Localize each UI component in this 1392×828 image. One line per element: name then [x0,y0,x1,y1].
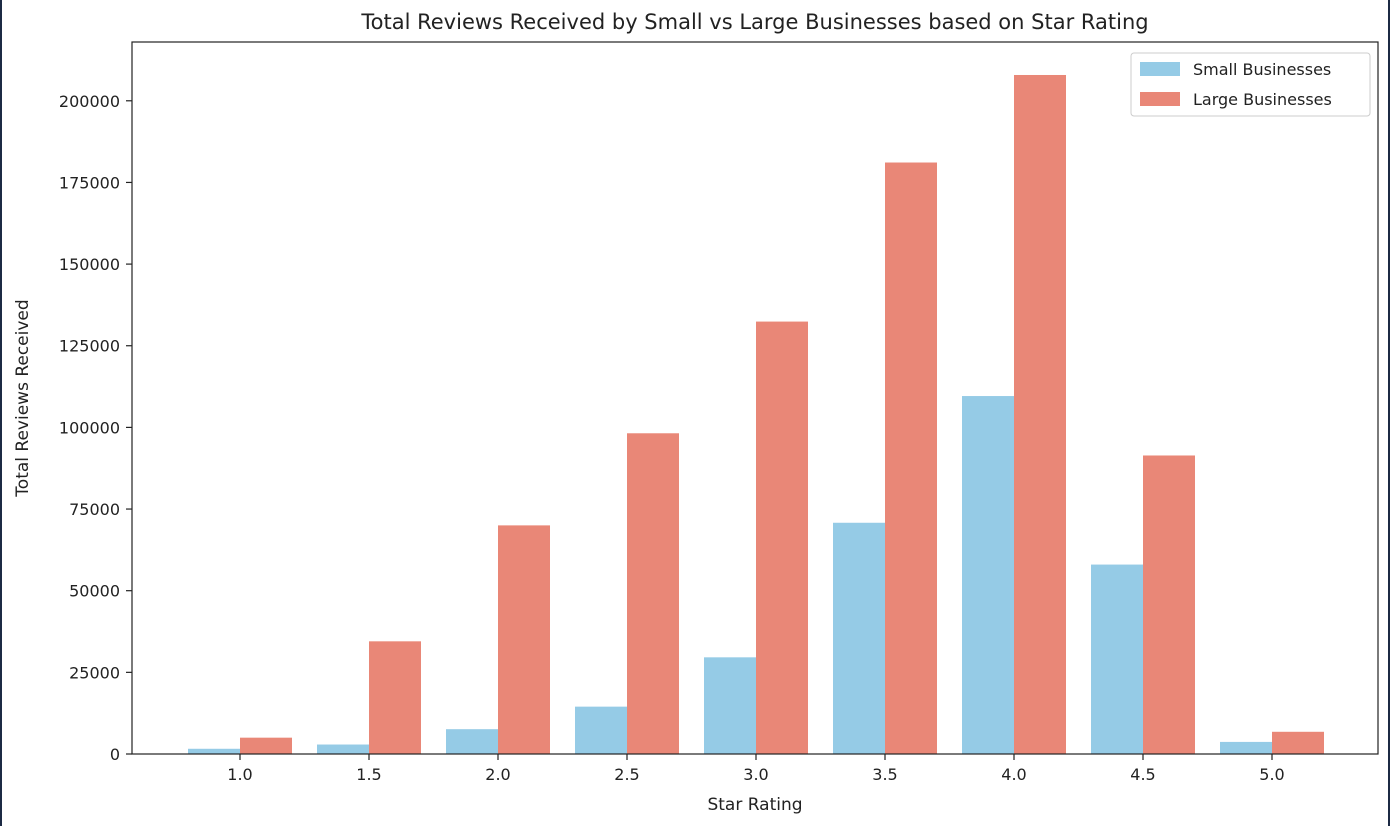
legend-swatch-small [1140,62,1180,76]
bar-large-5.0 [1272,731,1324,754]
x-tick-label: 2.0 [485,765,510,784]
x-tick-label: 4.5 [1130,765,1155,784]
bar-large-4.5 [1143,455,1195,754]
x-axis-label: Star Rating [707,795,802,815]
x-tick-label: 1.0 [227,765,252,784]
legend-label-small: Small Businesses [1193,60,1331,79]
x-axis-ticks: 1.0 1.5 2.0 2.5 3.0 3.5 4.0 4.5 5.0 [227,754,1285,784]
bar-small-2.5 [575,706,627,754]
y-tick-label: 200000 [59,92,120,111]
y-tick-label: 150000 [59,255,120,274]
bar-small-1.5 [317,744,369,754]
bar-large-2.5 [627,433,679,754]
legend-box [1130,52,1371,117]
bar-large-1.5 [369,641,421,754]
x-tick-label: 3.0 [743,765,768,784]
y-tick-label: 0 [110,745,120,764]
legend: Small Businesses Large Businesses [1130,52,1371,117]
y-tick-label: 100000 [59,418,120,437]
x-tick-label: 3.5 [872,765,897,784]
y-tick-label: 25000 [69,663,120,682]
bar-large-3.5 [885,162,937,754]
y-tick-label: 50000 [69,582,120,601]
legend-swatch-large [1140,92,1180,106]
x-tick-label: 1.5 [356,765,381,784]
bar-small-2.0 [446,729,498,754]
x-tick-label: 4.0 [1001,765,1026,784]
bar-small-4.0 [962,396,1014,754]
y-axis-label: Total Reviews Received [13,299,33,497]
bars-group [188,74,1324,754]
bar-small-1.0 [188,748,240,754]
bar-large-1.0 [240,737,292,754]
plot-area-frame [131,41,1379,755]
bar-large-4.0 [1014,74,1066,754]
bar-small-4.5 [1091,564,1143,754]
x-tick-label: 5.0 [1259,765,1284,784]
legend-label-large: Large Businesses [1193,90,1332,109]
chart-title: Total Reviews Received by Small vs Large… [360,10,1148,34]
bar-small-3.0 [704,657,756,754]
bar-small-3.5 [833,522,885,754]
bar-large-2.0 [498,525,550,754]
bar-small-5.0 [1220,741,1272,754]
y-tick-label: 125000 [59,337,120,356]
x-tick-label: 2.5 [614,765,639,784]
y-axis-ticks: 0 25000 50000 75000 100000 125000 150000 175000… [59,92,132,764]
y-tick-label: 75000 [69,500,120,519]
y-tick-label: 175000 [59,173,120,192]
bar-large-3.0 [756,321,808,754]
